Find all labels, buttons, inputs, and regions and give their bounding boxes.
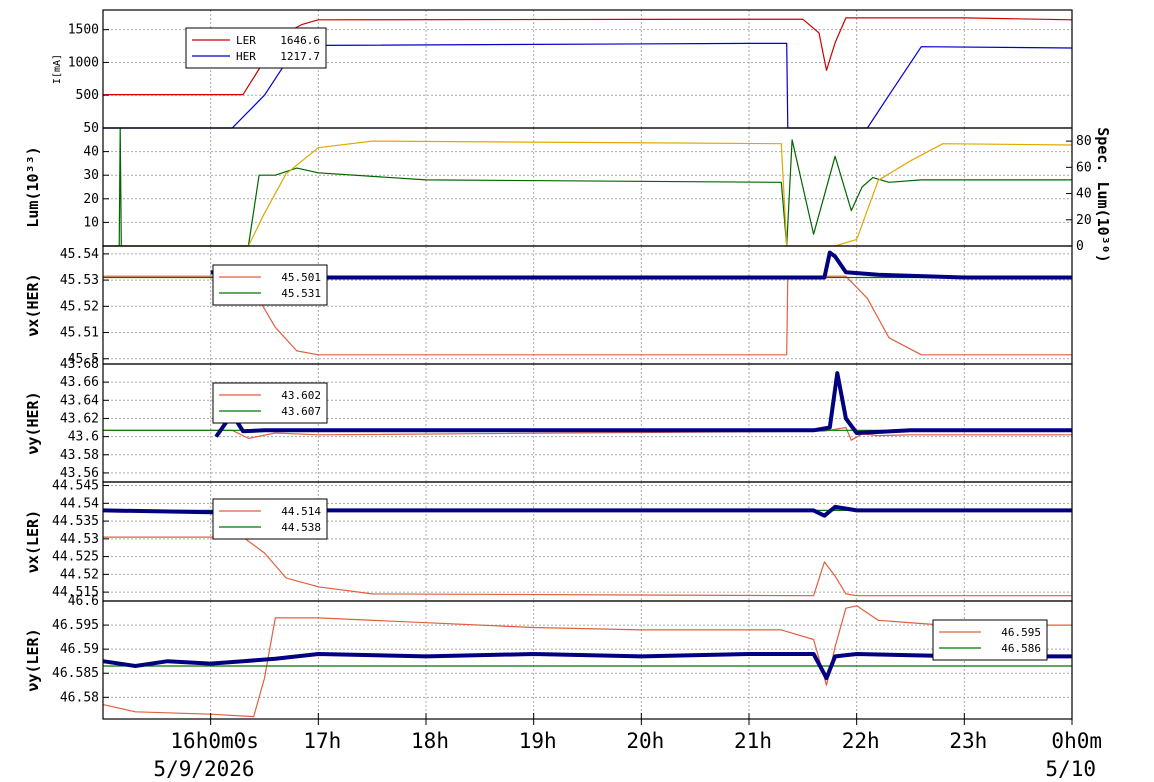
y-tick-label: 44.54 <box>60 496 99 511</box>
y-tick-label: 43.58 <box>60 448 99 463</box>
series-line-1 <box>103 127 1072 247</box>
panel-5: 44.515 44.52 44.525 44.53 44.535 44.54 44.545 ν… <box>24 479 1073 602</box>
legend-value: 45.531 <box>281 287 321 300</box>
y-tick-label: 43.56 <box>60 466 99 481</box>
y-tick-label: 500 <box>76 88 99 103</box>
y-tick-label: 45.52 <box>60 299 99 314</box>
x-tick-label: 22h <box>842 729 880 753</box>
y-axis-label: νx(LER) <box>24 510 42 573</box>
y-tick-label: 44.53 <box>60 532 99 547</box>
y-tick-label: 10 <box>83 215 99 230</box>
y-tick-label: 44.52 <box>60 567 99 582</box>
y-tick-label: 30 <box>83 168 99 183</box>
y-tick-label: 40 <box>83 145 99 160</box>
y-right-tick-label: 60 <box>1076 160 1092 175</box>
y-tick-label: 50 <box>83 121 99 136</box>
series-line-2 <box>103 42 1073 129</box>
y-tick-label: 44.535 <box>52 514 99 529</box>
y-tick-label: 1000 <box>68 55 99 70</box>
legend-value: 43.602 <box>281 389 321 402</box>
time-axis: 16h0m0s 17h 18h 19h 20h 21h 22h 23h 0h0m 5/9/2026… <box>153 713 1102 781</box>
legend-name: LER <box>236 34 256 47</box>
panel-frame <box>102 127 1073 247</box>
series-line-3 <box>102 652 1072 681</box>
y-tick-label: 44.515 <box>52 585 99 600</box>
y-tick-label: 44.545 <box>52 479 99 494</box>
y-tick-label: 43.64 <box>60 393 99 408</box>
y-tick-label: 44.525 <box>52 550 99 565</box>
y-tick-label: 46.595 <box>52 618 99 633</box>
y-tick-label: 1500 <box>68 23 99 38</box>
y-tick-label: 45.5 <box>68 352 99 367</box>
x-tick-label: 23h <box>949 729 987 753</box>
y-tick-label: 46.6 <box>68 594 99 609</box>
legend-box <box>185 27 327 69</box>
x-tick-label: 17h <box>303 729 341 753</box>
y-axis-right-label: Spec. Lum(10³⁰) <box>1094 127 1112 262</box>
legend-box <box>212 498 328 540</box>
y-tick-label: 45.53 <box>60 273 99 288</box>
panel-4: 43.56 43.58 43.6 43.62 43.64 43.66 43.68 νy(HER… <box>24 357 1073 483</box>
legend-value: 46.595 <box>1001 626 1041 639</box>
series-line-1 <box>103 536 1072 597</box>
x-tick-label: 0h0m <box>1051 729 1102 753</box>
legend: 44.514 44.538 <box>212 498 328 540</box>
legend-box <box>932 619 1048 661</box>
legend-box <box>212 264 328 306</box>
legend: 46.595 46.586 <box>932 619 1048 661</box>
legend-name: HER <box>236 50 256 63</box>
x-tick-label: 16h0m0s <box>170 729 259 753</box>
series-line-1 <box>103 426 1072 441</box>
x-tick-label: 19h <box>519 729 557 753</box>
x-tick-label: 20h <box>626 729 664 753</box>
y-tick-label: 43.66 <box>60 375 99 390</box>
panel-1: 500 1000 1500 I[mA] LER 1646.6 HER 1217.7 <box>52 9 1073 129</box>
y-axis-label: I[mA] <box>52 54 63 84</box>
legend-value: 1217.7 <box>280 50 320 63</box>
y-right-tick-label: 80 <box>1076 134 1092 149</box>
panel-2: 10 20 30 40 50 0 20 40 60 80 Lum(10³³) Spec. Lum(10… <box>24 121 1112 263</box>
series-line-3 <box>214 371 1072 438</box>
y-tick-label: 43.6 <box>68 430 99 445</box>
legend-value: 44.538 <box>281 521 321 534</box>
y-tick-label: 46.58 <box>60 690 99 705</box>
y-tick-label: 45.54 <box>60 247 99 262</box>
y-axis-label: Lum(10³³) <box>24 146 42 227</box>
y-tick-label: 43.62 <box>60 411 99 426</box>
panel-frame <box>102 600 1073 720</box>
legend: 45.501 45.531 <box>212 264 328 306</box>
y-right-tick-label: 0 <box>1076 239 1084 254</box>
legend-value: 44.514 <box>281 505 321 518</box>
y-right-tick-label: 40 <box>1076 187 1092 202</box>
series-line-2 <box>103 140 1073 247</box>
x-tick-label: 18h <box>411 729 449 753</box>
y-right-tick-label: 20 <box>1076 213 1092 228</box>
y-axis-label: νy(LER) <box>24 628 42 691</box>
y-tick-label: 45.51 <box>60 326 99 341</box>
legend: 43.602 43.607 <box>212 382 328 424</box>
x-tick-label: 21h <box>734 729 772 753</box>
series-line-1 <box>102 605 1072 718</box>
y-axis-label: νy(HER) <box>24 391 42 454</box>
end-date-label: 5/10 <box>1045 757 1096 781</box>
y-tick-label: 46.59 <box>60 642 99 657</box>
y-tick-label: 20 <box>83 192 99 207</box>
legend-box <box>212 382 328 424</box>
legend-value: 43.607 <box>281 405 321 418</box>
y-tick-label: 46.585 <box>52 666 99 681</box>
start-date-label: 5/9/2026 <box>153 757 254 781</box>
y-tick-label: 43.68 <box>60 357 99 372</box>
legend-value: 45.501 <box>281 271 321 284</box>
legend-value: 1646.6 <box>280 34 320 47</box>
series-line-3 <box>210 250 1072 280</box>
y-axis-label: νx(HER) <box>24 273 42 336</box>
legend-value: 46.586 <box>1001 642 1041 655</box>
legend: LER 1646.6 HER 1217.7 <box>185 27 327 69</box>
